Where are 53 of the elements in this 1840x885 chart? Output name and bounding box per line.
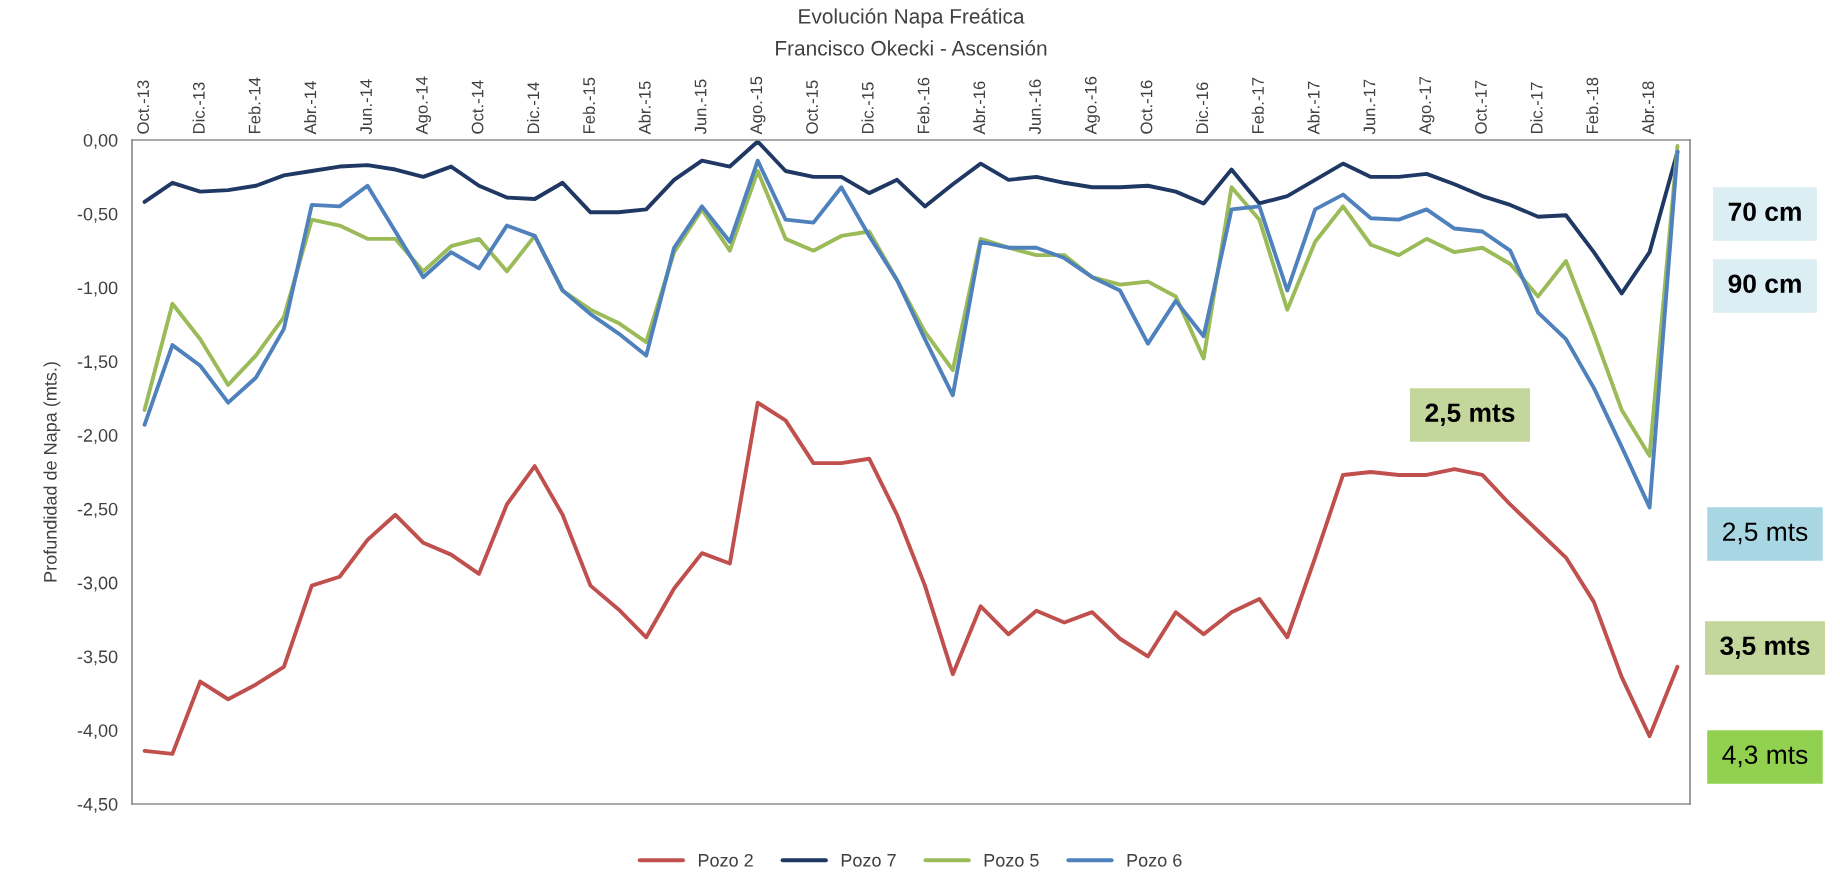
- text: 3,5 mts: [1720, 636, 1810, 659]
- y-tick-label: -2,50: [77, 502, 118, 518]
- x-tick-label: Dic.-14: [526, 82, 540, 134]
- x-tick-label: Oct.-14: [471, 80, 484, 134]
- x-tick-label: Ago.-16: [1084, 76, 1100, 135]
- x-tick-label: Ago.-15: [750, 76, 766, 135]
- y-tick-label: -2,00: [77, 429, 118, 444]
- y-tick-label: -4,50: [77, 797, 118, 813]
- y-tick-label: -3,50: [77, 650, 118, 666]
- x-tick-label: Abr.-18: [1641, 81, 1655, 135]
- y-tick-label: -4,00: [77, 724, 118, 740]
- y-tick-label: 0,00: [83, 133, 118, 149]
- x-tick-label: Feb.-14: [248, 77, 261, 134]
- text: 70 cm: [1728, 202, 1801, 222]
- x-tick-label: Abr.-14: [304, 81, 317, 135]
- x-tick-label: Abr.-17: [1307, 81, 1320, 135]
- y-axis-title: Profundidad de Napa (mts.): [43, 362, 61, 582]
- x-tick-label: Ago.-17: [1419, 76, 1435, 135]
- line-series: [142, 149, 1680, 510]
- x-tick-label: Ago.-14: [416, 76, 432, 135]
- x-tick-label: Dic.-17: [1530, 82, 1543, 134]
- y-tick-label: -1,50: [77, 355, 118, 371]
- x-tick-label: Jun.-15: [694, 79, 707, 135]
- x-tick-label: Abr.-16: [972, 81, 986, 135]
- x-tick-label: Jun.-17: [1363, 79, 1376, 135]
- x-tick-label: Dic.-15: [861, 82, 874, 134]
- x-tick-label: Dic.-16: [1195, 82, 1209, 134]
- x-tick-label: Dic.-13: [192, 82, 205, 134]
- x-tick-label: Oct.-15: [806, 80, 818, 134]
- y-tick-label: -1,00: [77, 281, 118, 297]
- y-tick-label: -3,00: [77, 576, 118, 592]
- chart-subtitle: Francisco Okecki - Ascensión: [776, 40, 1047, 56]
- y-tick-label: -0,50: [77, 207, 118, 223]
- x-tick-label: Jun.-14: [360, 79, 372, 135]
- x-tick-label: Feb.-16: [917, 77, 930, 134]
- text: 90 cm: [1728, 274, 1801, 294]
- x-tick-label: Jun.-16: [1029, 79, 1041, 135]
- legend-label: Pozo 6: [1127, 853, 1182, 867]
- annotation: 2,5 mts: [1425, 403, 1515, 426]
- x-tick-label: Feb.-17: [1251, 77, 1264, 134]
- legend-label: Pozo 2: [698, 853, 753, 867]
- line-series: [142, 400, 1680, 756]
- legend-label: Pozo 7: [841, 854, 896, 867]
- x-tick-label: Oct.-16: [1140, 80, 1153, 134]
- x-tick-label: Feb.-15: [582, 77, 595, 134]
- chart-title: Evolución Napa Freática: [799, 8, 1025, 28]
- legend-label: Pozo 5: [984, 854, 1039, 867]
- x-tick-label: Oct.-13: [137, 80, 150, 134]
- text: 4,3 mts: [1722, 745, 1808, 768]
- x-tick-label: Oct.-17: [1475, 80, 1487, 134]
- text: 2,5 mts: [1723, 522, 1808, 545]
- x-tick-label: Abr.-15: [638, 81, 651, 135]
- x-tick-label: Feb.-18: [1586, 77, 1599, 134]
